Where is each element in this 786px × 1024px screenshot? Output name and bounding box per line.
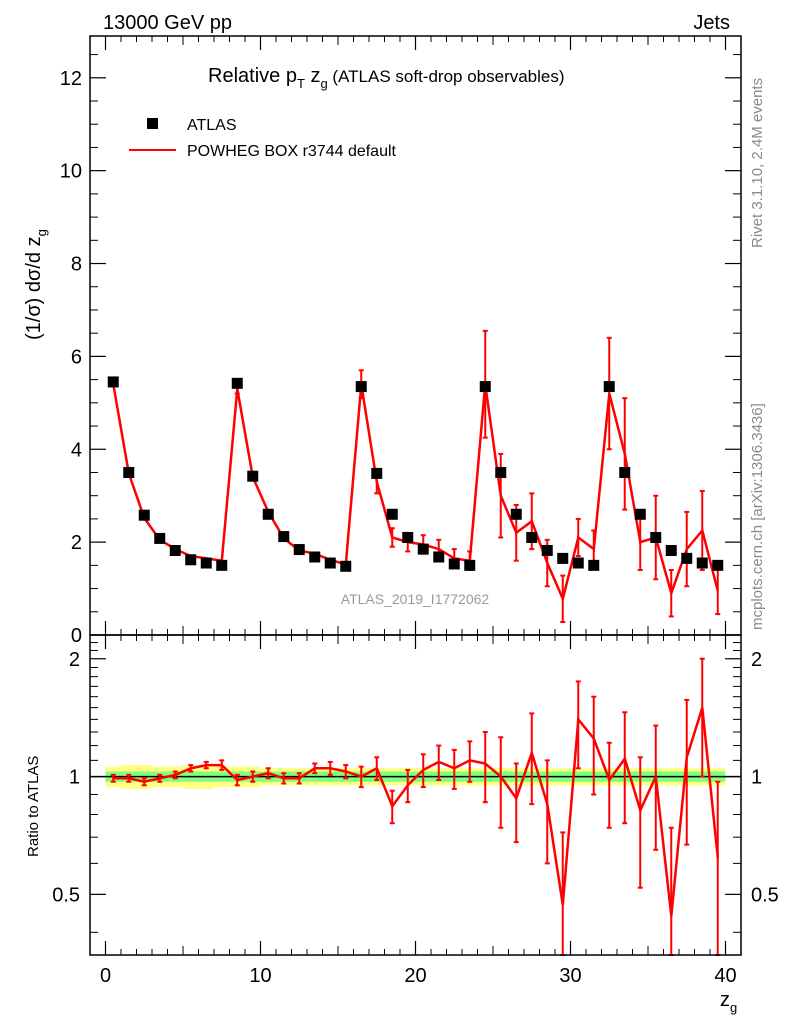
atlas-data-point: [247, 470, 259, 482]
atlas-data-point: [665, 544, 677, 556]
atlas-data-point: [371, 467, 383, 479]
main-y-tick-label: 6: [71, 346, 82, 368]
atlas-data-point: [712, 559, 724, 571]
main-y-tick-label: 12: [60, 68, 82, 90]
atlas-data-point: [634, 508, 646, 520]
atlas-data-point: [464, 559, 476, 571]
ratio-y-tick-label-right: 0.5: [751, 884, 779, 906]
main-y-label-main: (1/σ) dσ/d z: [23, 236, 45, 340]
atlas-data-point: [324, 557, 336, 569]
title-sub-t: T: [297, 76, 305, 91]
atlas-data-point: [169, 544, 181, 556]
analysis-watermark: ATLAS_2019_I1772062: [341, 591, 490, 607]
ratio-y-axis-label: Ratio to ATLAS: [25, 756, 42, 857]
header-left: 13000 GeV pp: [103, 12, 232, 34]
atlas-data-point: [123, 466, 135, 478]
ratio-y-tick-label-right: 2: [751, 649, 762, 671]
ratio-y-tick-label: 1: [69, 767, 80, 789]
x-tick-label: 10: [249, 965, 271, 987]
atlas-data-point: [340, 560, 352, 572]
title-prefix: Relative p: [208, 65, 297, 87]
atlas-data-point: [417, 543, 429, 555]
atlas-data-point: [681, 552, 693, 564]
ratio-mc-line: [113, 707, 720, 917]
atlas-data-point: [200, 557, 212, 569]
atlas-data-point: [107, 376, 119, 388]
atlas-data-point: [696, 557, 708, 569]
atlas-data-point: [433, 551, 445, 563]
ratio-y-tick-label: 2: [69, 649, 80, 671]
mcplots-label: mcplots.cern.ch [arXiv:1306.3436]: [749, 403, 766, 630]
ratio-frame: [89, 634, 742, 956]
atlas-data-point: [138, 509, 150, 521]
atlas-data-point: [619, 466, 631, 478]
x-tick-label: 30: [559, 965, 581, 987]
atlas-data-point: [650, 531, 662, 543]
main-y-label-sub: g: [34, 229, 49, 236]
atlas-data-point: [185, 554, 197, 566]
x-tick-label: 20: [404, 965, 426, 987]
atlas-data-point: [572, 557, 584, 569]
ratio-y-tick-label: 0.5: [52, 884, 80, 906]
header-right: Jets: [693, 12, 730, 34]
atlas-data-point: [154, 532, 166, 544]
atlas-data-point: [510, 508, 522, 520]
main-y-axis-label: (1/σ) dσ/d zg: [23, 229, 49, 340]
ratio-y-tick-label-right: 1: [751, 767, 762, 789]
atlas-data-point: [495, 466, 507, 478]
title-z: z: [305, 65, 321, 87]
atlas-data-point: [557, 552, 569, 564]
main-y-tick-label: 4: [71, 439, 82, 461]
legend: ATLAS POWHEG BOX r3744 default: [129, 117, 397, 160]
atlas-data-point: [526, 531, 538, 543]
atlas-data-point: [386, 508, 398, 520]
x-label-sub: g: [730, 1000, 737, 1015]
atlas-data-point: [309, 551, 321, 563]
mc-line: [112, 384, 720, 603]
title-sub-g: g: [320, 76, 327, 91]
x-axis-label: zg: [720, 989, 737, 1015]
ratio-panel: 0 10 20 30 40 0.5 0.5 1 1 2 2: [52, 634, 779, 987]
atlas-data-point: [262, 508, 274, 520]
x-label-main: z: [720, 989, 730, 1011]
main-y-tick-label: 0: [71, 625, 82, 647]
atlas-data-point: [278, 531, 290, 543]
x-tick-label: 40: [714, 965, 736, 987]
atlas-data-point: [355, 381, 367, 393]
x-tick-label: 0: [100, 965, 111, 987]
main-y-tick-label: 10: [60, 161, 82, 183]
main-panel: 0 2 4 6 8 10 12: [60, 35, 742, 647]
atlas-data-point: [588, 559, 600, 571]
atlas-data-point: [293, 544, 305, 556]
atlas-data-point: [216, 559, 228, 571]
atlas-data-point: [448, 558, 460, 570]
atlas-data-point: [402, 531, 414, 543]
legend-powheg-label: POWHEG BOX r3744 default: [187, 143, 397, 160]
title-suffix: (ATLAS soft-drop observables): [328, 67, 565, 86]
legend-atlas-label: ATLAS: [187, 117, 237, 134]
main-y-tick-label: 8: [71, 254, 82, 276]
legend-atlas-marker: [147, 118, 158, 129]
atlas-data-point: [231, 377, 243, 389]
chart-title: Relative pT zg (ATLAS soft-drop observab…: [208, 65, 565, 91]
main-y-tick-label: 2: [71, 532, 82, 554]
atlas-data-point: [603, 381, 615, 393]
atlas-data-point: [479, 381, 491, 393]
rivet-version-label: Rivet 3.1.10, 2.4M events: [749, 78, 766, 248]
atlas-data-point: [541, 544, 553, 556]
